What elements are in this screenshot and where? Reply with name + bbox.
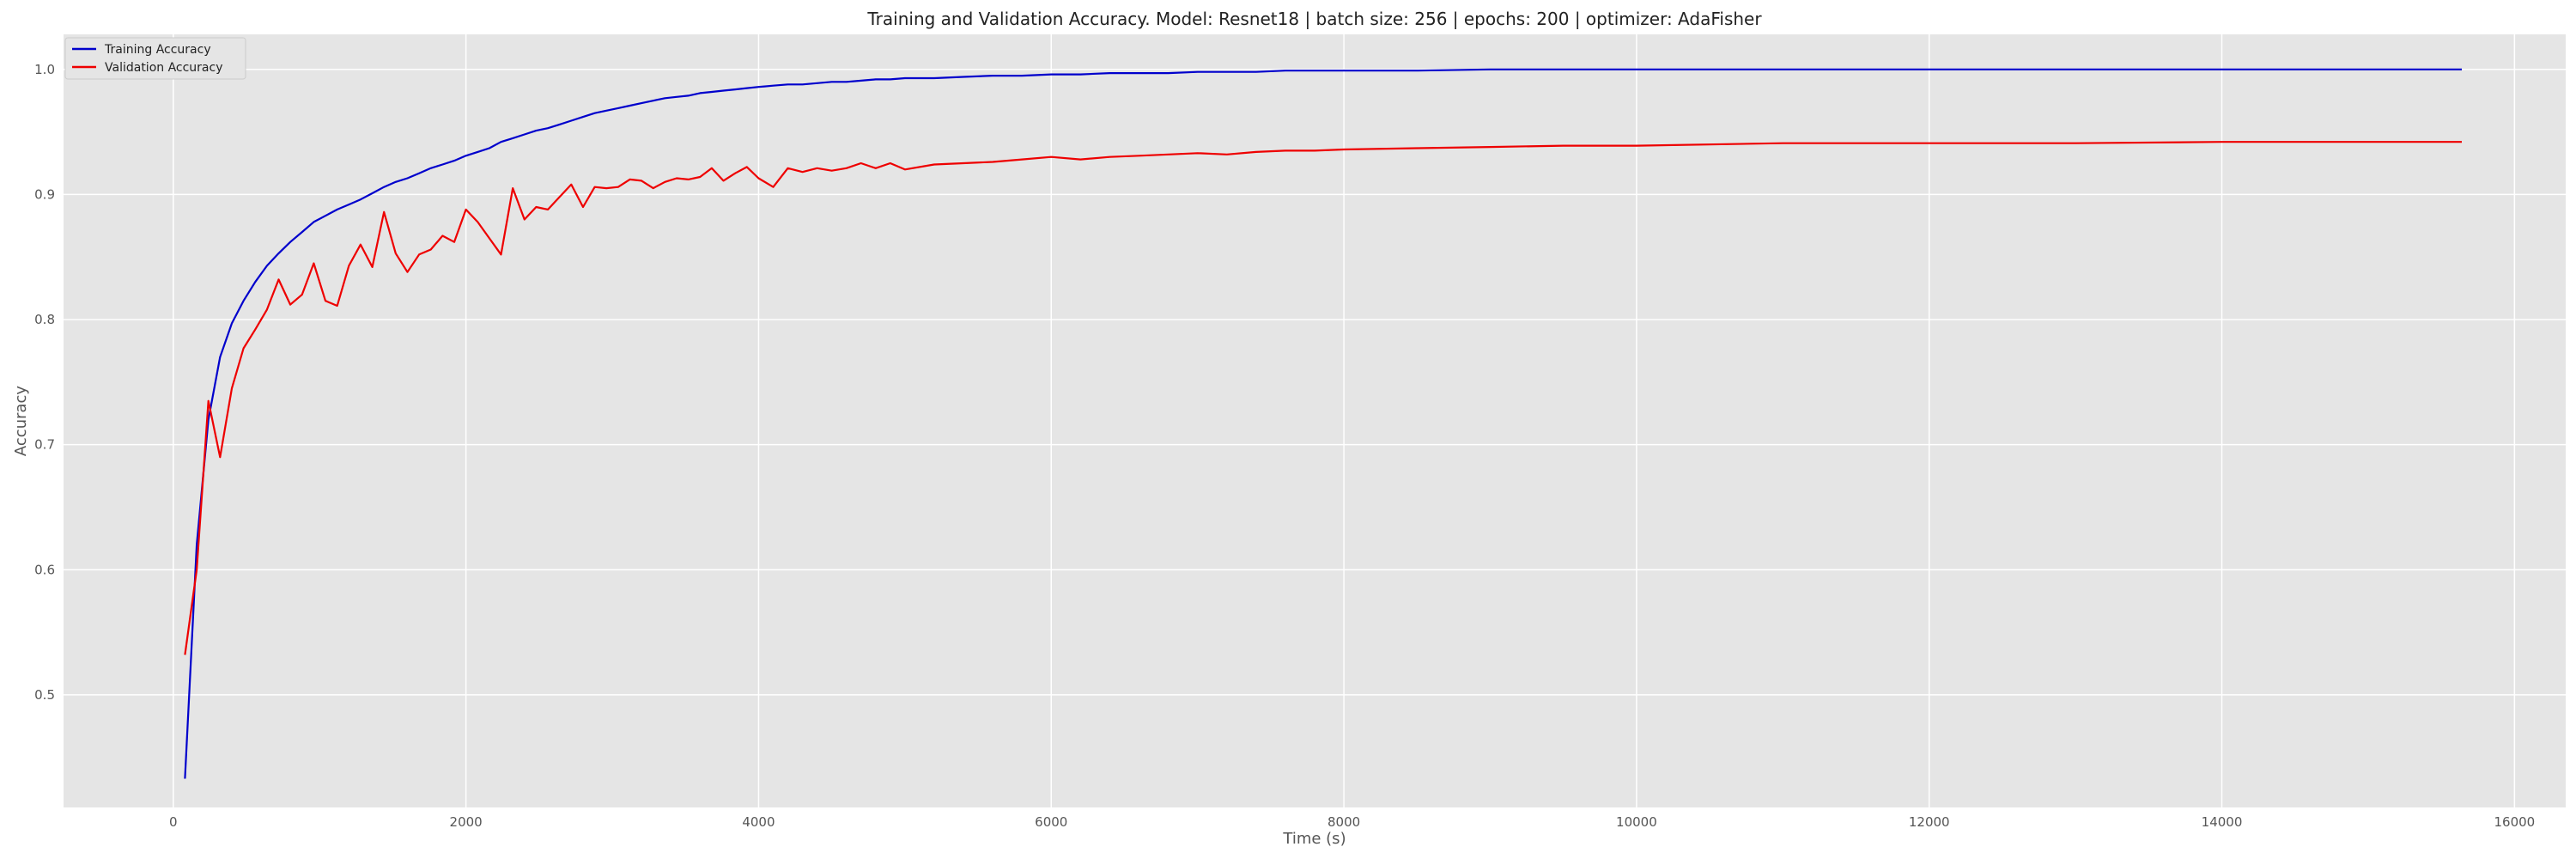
legend-box [64, 37, 246, 80]
x-axis-label: Time (s) [1282, 830, 1346, 848]
y-tick-label: 0.7 [34, 437, 55, 453]
y-tick-label: 1.0 [34, 62, 55, 77]
y-axis-label: Accuracy [12, 386, 30, 457]
legend-label-validation: Validation Accuracy [105, 61, 223, 75]
plot-background [64, 34, 2566, 807]
y-tick-label: 0.9 [34, 186, 55, 202]
x-tick-label: 12000 [1909, 814, 1950, 830]
x-tick-label: 10000 [1616, 814, 1657, 830]
tick-labels: 0 2000 4000 6000 8000 10000 12000 14000 16000 0.5… [34, 62, 2535, 830]
x-tick-label: 0 [169, 814, 178, 830]
x-tick-label: 14000 [2202, 814, 2243, 830]
chart-title: Training and Validation Accuracy. Model:… [866, 9, 1762, 29]
grid-lines [64, 34, 2566, 807]
y-tick-label: 0.6 [34, 562, 55, 577]
x-tick-label: 8000 [1327, 814, 1360, 830]
x-tick-label: 2000 [450, 814, 483, 830]
y-tick-label: 0.5 [34, 687, 55, 703]
x-tick-label: 6000 [1035, 814, 1067, 830]
series-layer [184, 68, 2462, 779]
training-accuracy-line [184, 68, 2462, 779]
legend-label-training: Training Accuracy [104, 43, 211, 57]
legend: Training Accuracy Validation Accuracy [64, 37, 246, 80]
x-tick-label: 16000 [2494, 814, 2535, 830]
validation-accuracy-line [184, 141, 2462, 655]
x-tick-label: 4000 [742, 814, 775, 830]
y-tick-label: 0.8 [34, 312, 55, 327]
